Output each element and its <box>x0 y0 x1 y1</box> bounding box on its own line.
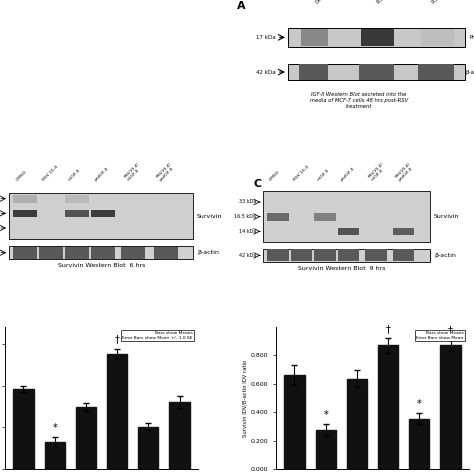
Bar <box>299 64 328 80</box>
Bar <box>13 246 37 259</box>
Text: ProIGF-II: ProIGF-II <box>469 35 474 40</box>
Bar <box>346 379 367 469</box>
Text: Bars show Means
Error Bars show Mean +/- 1.0 SE: Bars show Means Error Bars show Mean +/-… <box>122 331 192 340</box>
Bar <box>263 191 430 242</box>
Text: †: † <box>386 324 391 334</box>
Bar <box>138 427 158 469</box>
Text: β-actin: β-actin <box>197 250 219 255</box>
Text: Survivin Western Blot  9 hrs: Survivin Western Blot 9 hrs <box>298 266 385 271</box>
Y-axis label: Survivin IDV/B-actin IDV ratio: Survivin IDV/B-actin IDV ratio <box>243 359 248 437</box>
Bar <box>288 28 465 46</box>
Bar <box>337 228 359 236</box>
Text: β-actin: β-actin <box>466 70 474 74</box>
Bar <box>13 210 37 218</box>
Text: †: † <box>448 326 453 336</box>
Bar <box>301 29 328 46</box>
Text: proIGF-II: proIGF-II <box>340 166 356 182</box>
Text: RSV 10-4: RSV 10-4 <box>41 165 58 182</box>
Bar <box>267 213 289 221</box>
Bar <box>288 64 465 81</box>
Bar <box>314 213 336 221</box>
Text: proIGF-II: proIGF-II <box>93 166 109 182</box>
Bar <box>316 430 336 469</box>
Text: RSV 10-4 M: RSV 10-4 M <box>432 0 457 4</box>
Text: mIGF-II: mIGF-II <box>67 168 81 182</box>
Bar <box>169 402 190 469</box>
Bar <box>365 249 387 261</box>
Text: 17 kDa: 17 kDa <box>256 35 276 40</box>
Bar <box>45 442 65 469</box>
Text: DMSO: DMSO <box>269 170 281 182</box>
Text: Survivin Western Blot  6 hrs: Survivin Western Blot 6 hrs <box>58 264 146 268</box>
Text: Bars show Means
Error Bars show Mean: Bars show Means Error Bars show Mean <box>416 331 464 340</box>
Text: RSV10-4/
mIGF-II: RSV10-4/ mIGF-II <box>124 162 144 182</box>
Bar <box>284 375 305 469</box>
Text: mIGF-II: mIGF-II <box>316 168 330 182</box>
Bar <box>361 29 394 46</box>
Bar <box>91 246 115 259</box>
Bar <box>314 249 336 261</box>
Text: 42 kDa: 42 kDa <box>256 70 276 74</box>
Bar <box>65 210 89 218</box>
Text: *: * <box>52 423 57 433</box>
Text: Survivin: Survivin <box>197 213 222 219</box>
Text: A: A <box>237 1 246 11</box>
Bar <box>337 249 359 261</box>
Text: RSV 10-6 M: RSV 10-6 M <box>376 0 402 4</box>
Bar <box>263 249 430 262</box>
Bar <box>107 354 128 469</box>
Text: 33 kDa: 33 kDa <box>239 200 256 204</box>
Bar <box>39 246 63 259</box>
Bar <box>419 64 454 80</box>
Bar <box>154 246 178 259</box>
Bar <box>392 249 414 261</box>
Text: IGF-II Western Blot secreted into the
media of MCF-7 cells 48 hrs post-RSV
treat: IGF-II Western Blot secreted into the me… <box>310 92 408 109</box>
Bar <box>440 346 461 469</box>
Text: 16.5 kDa: 16.5 kDa <box>234 214 256 219</box>
Text: 42 kDa: 42 kDa <box>239 253 256 258</box>
Bar <box>9 192 193 239</box>
Bar <box>420 29 454 46</box>
Text: β-actin: β-actin <box>434 253 456 258</box>
Bar <box>91 210 115 218</box>
Bar <box>65 246 89 259</box>
Text: †: † <box>115 334 119 345</box>
Text: 14 kDa: 14 kDa <box>239 229 256 234</box>
Text: C: C <box>253 179 261 189</box>
Text: *: * <box>417 399 422 409</box>
Bar <box>13 195 37 203</box>
Bar <box>65 195 89 203</box>
Bar <box>359 64 394 80</box>
Text: DMSO: DMSO <box>314 0 330 4</box>
Text: *: * <box>323 410 328 420</box>
Text: RSV10-4/
proIGF-II: RSV10-4/ proIGF-II <box>156 162 176 182</box>
Text: RSV10-4/
mIGF-II: RSV10-4/ mIGF-II <box>367 162 387 182</box>
Bar <box>121 246 145 259</box>
Bar <box>9 246 193 259</box>
Bar <box>291 249 312 261</box>
Bar <box>409 419 429 469</box>
Text: RSV10-4/
proIGF-II: RSV10-4/ proIGF-II <box>395 162 415 182</box>
Text: Survivin: Survivin <box>434 214 459 219</box>
Bar <box>267 249 289 261</box>
Bar <box>13 389 34 469</box>
Text: DMSO: DMSO <box>16 170 27 182</box>
Bar <box>378 346 398 469</box>
Bar <box>76 407 96 469</box>
Bar <box>392 228 414 236</box>
Text: RSV 10-4: RSV 10-4 <box>292 165 310 182</box>
